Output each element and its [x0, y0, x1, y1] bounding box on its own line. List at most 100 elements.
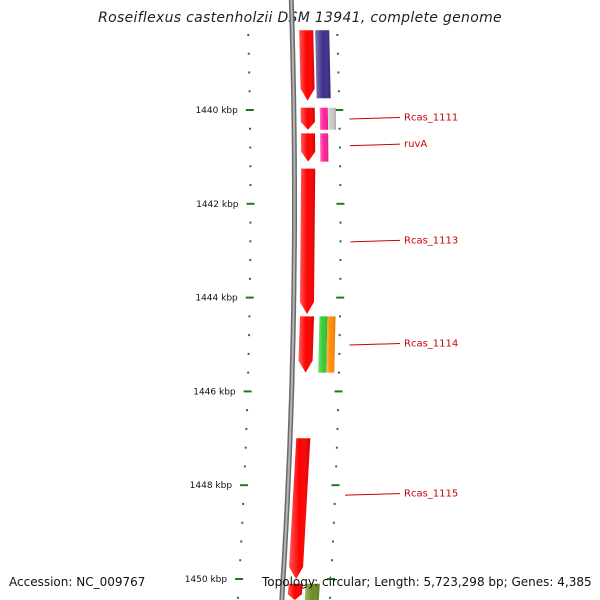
minor-tick-outer — [338, 127, 341, 130]
minor-tick-outer — [336, 52, 339, 55]
minor-tick-outer — [331, 540, 334, 543]
major-tick-inner — [245, 109, 254, 111]
major-tick-inner — [235, 578, 244, 580]
minor-tick-inner — [249, 259, 252, 262]
gene-annotation-label: Rcas_1111 — [404, 112, 458, 123]
minor-tick-outer — [328, 596, 331, 599]
reverse-gene-shade — [315, 30, 331, 99]
minor-tick-inner — [247, 371, 250, 374]
minor-tick-outer — [331, 559, 334, 562]
major-tick-outer — [334, 390, 343, 393]
backbone-layer — [279, 0, 297, 600]
minor-tick-outer — [337, 371, 340, 374]
tick-label: 1440 kbp — [195, 106, 238, 116]
forward-gene-shade — [298, 316, 314, 373]
gene-annotation-label: ruvA — [404, 139, 427, 150]
reverse-gene-shade — [318, 316, 328, 373]
accession-text: Accession: NC_009767 — [9, 575, 146, 589]
forward-gene-shade — [301, 133, 316, 162]
minor-tick-inner — [248, 334, 251, 337]
reverse-gene-shade — [326, 316, 336, 373]
map-title: Roseiflexus castenholzii DSM 13941, comp… — [98, 10, 502, 26]
minor-tick-outer — [337, 90, 340, 93]
minor-tick-outer — [335, 465, 338, 468]
major-tick-inner — [243, 390, 252, 393]
major-tick-inner — [240, 484, 249, 487]
gene-annotation-label: Rcas_1114 — [404, 339, 458, 350]
forward-gene-shade — [287, 583, 303, 600]
minor-tick-inner — [249, 146, 252, 149]
minor-tick-inner — [241, 521, 244, 524]
reverse-gene-shade — [327, 107, 337, 130]
minor-tick-outer — [339, 277, 342, 280]
forward-gene-shade — [300, 168, 316, 314]
minor-tick-outer — [339, 259, 342, 262]
annotation-leader-line — [349, 143, 401, 147]
ticks-inner: 1440 kbp 1442 kbp 1444 kbp 1446 kbp 1448 kbp… — [185, 33, 255, 599]
minor-tick-inner — [236, 596, 239, 599]
tick-label: 1448 kbp — [190, 481, 233, 491]
minor-tick-outer — [339, 165, 342, 168]
tick-label: 1444 kbp — [195, 294, 238, 304]
minor-tick-inner — [242, 502, 245, 505]
genome-summary-text: Topology: circular; Length: 5,723,298 bp… — [262, 575, 592, 589]
ticks-outer — [326, 33, 345, 599]
minor-tick-inner — [249, 277, 252, 280]
minor-tick-outer — [339, 240, 342, 243]
minor-tick-outer — [337, 71, 340, 74]
minor-tick-inner — [249, 184, 252, 187]
minor-tick-inner — [249, 127, 252, 130]
minor-tick-inner — [244, 446, 247, 449]
minor-tick-outer — [339, 184, 342, 187]
gene-annotation-label: Rcas_1113 — [404, 235, 458, 246]
major-tick-outer — [326, 578, 335, 580]
annotation-leader-line — [349, 116, 401, 120]
major-tick-outer — [331, 484, 340, 487]
tick-label: 1450 kbp — [185, 575, 228, 585]
minor-tick-inner — [240, 540, 243, 543]
major-tick-outer — [335, 109, 344, 111]
gene-annotation-label: Rcas_1115 — [404, 489, 458, 500]
reverse-gene-shade — [320, 133, 329, 162]
minor-tick-inner — [247, 52, 250, 55]
minor-tick-inner — [249, 240, 252, 243]
minor-tick-inner — [248, 315, 251, 318]
annotation-leader-line — [350, 239, 401, 243]
minor-tick-inner — [247, 352, 250, 355]
minor-tick-inner — [247, 33, 250, 36]
annotation-leader-line — [349, 343, 401, 346]
minor-tick-outer — [338, 352, 341, 355]
minor-tick-inner — [249, 221, 252, 224]
minor-tick-outer — [335, 446, 338, 449]
minor-tick-inner — [249, 165, 252, 168]
tick-label: 1446 kbp — [193, 387, 236, 397]
minor-tick-outer — [338, 334, 341, 337]
forward-gene-shade — [300, 107, 315, 130]
minor-tick-inner — [248, 71, 251, 74]
major-tick-inner — [245, 296, 254, 299]
minor-tick-inner — [246, 409, 249, 412]
minor-tick-outer — [337, 409, 340, 412]
minor-tick-inner — [239, 559, 242, 562]
reverse-gene-shade — [319, 107, 329, 130]
minor-tick-inner — [245, 427, 248, 430]
minor-tick-inner — [248, 90, 251, 93]
reverse-gene-shade — [304, 583, 320, 600]
minor-tick-outer — [338, 146, 341, 149]
minor-tick-outer — [339, 221, 342, 224]
major-tick-outer — [336, 202, 345, 205]
major-tick-outer — [336, 296, 345, 299]
backbone-highlight — [280, 0, 296, 600]
tick-label: 1442 kbp — [196, 200, 239, 210]
minor-tick-inner — [243, 465, 246, 468]
minor-tick-outer — [333, 502, 336, 505]
major-tick-inner — [246, 202, 255, 205]
forward-gene-shade — [289, 438, 311, 579]
minor-tick-outer — [336, 33, 339, 36]
annotation-leader-line — [345, 493, 401, 496]
labels-layer: Rcas_1111 ruvA Rcas_1113 Rcas_1114 Rcas_1115 — [345, 112, 458, 500]
forward-gene-shade — [299, 30, 315, 101]
minor-tick-outer — [336, 427, 339, 430]
